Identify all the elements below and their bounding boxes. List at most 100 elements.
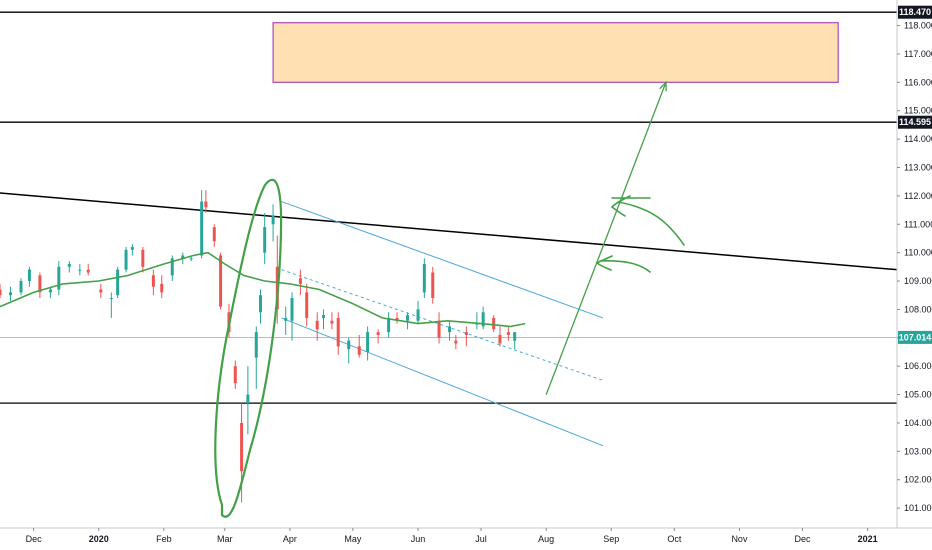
- target-zone-layer[interactable]: [272, 22, 839, 83]
- candle[interactable]: [19, 281, 23, 293]
- candle[interactable]: [141, 249, 145, 267]
- candle[interactable]: [481, 312, 485, 327]
- candle[interactable]: [498, 334, 502, 344]
- candle[interactable]: [416, 309, 420, 321]
- candle[interactable]: [240, 422, 244, 472]
- time-tick-label: Sep: [603, 534, 619, 544]
- candle[interactable]: [475, 323, 479, 325]
- candle[interactable]: [464, 332, 468, 335]
- candle[interactable]: [130, 246, 134, 250]
- candle[interactable]: [48, 289, 52, 293]
- candle[interactable]: [298, 278, 302, 284]
- candle[interactable]: [78, 269, 82, 271]
- price-tick-label: 105.000: [904, 390, 932, 400]
- candle[interactable]: [263, 227, 267, 253]
- candle[interactable]: [395, 317, 399, 321]
- candle[interactable]: [376, 332, 380, 335]
- candle[interactable]: [212, 227, 216, 242]
- projection-arrowhead: [659, 80, 667, 92]
- time-tick-label: Oct: [667, 534, 682, 544]
- horizontal-lines-layer[interactable]: [0, 11, 897, 404]
- price-badge[interactable]: [898, 115, 932, 129]
- candle[interactable]: [305, 292, 309, 318]
- candle[interactable]: [357, 346, 361, 355]
- price-tick-label: 116.000: [904, 77, 932, 87]
- price-tick-label: 112.000: [904, 191, 932, 201]
- hand-drawn-arrow-lower[interactable]: [595, 255, 651, 273]
- drawings-layer[interactable]: [214, 80, 685, 518]
- price-tick-label: 111.000: [904, 219, 932, 229]
- candle[interactable]: [99, 289, 103, 293]
- channel-layer[interactable]: [281, 201, 604, 447]
- candle[interactable]: [9, 292, 13, 296]
- candle[interactable]: [284, 317, 288, 321]
- candle[interactable]: [27, 269, 31, 282]
- candle[interactable]: [67, 264, 71, 267]
- price-tick-label: 109.000: [904, 276, 932, 286]
- candle[interactable]: [271, 215, 275, 225]
- candle[interactable]: [387, 317, 391, 333]
- candle[interactable]: [506, 332, 510, 335]
- candle[interactable]: [109, 298, 113, 300]
- price-badge-label: 114.595: [899, 117, 931, 127]
- time-tick-label: May: [344, 534, 362, 544]
- candle[interactable]: [448, 326, 452, 333]
- candle[interactable]: [258, 295, 262, 313]
- channel-middle-line[interactable]: [281, 269, 604, 381]
- candle[interactable]: [57, 266, 61, 290]
- candle[interactable]: [492, 317, 496, 330]
- hand-drawn-ellipse[interactable]: [214, 178, 283, 518]
- candle[interactable]: [124, 249, 128, 270]
- candle[interactable]: [431, 272, 435, 299]
- candle[interactable]: [366, 332, 370, 352]
- price-tick-label: 110.000: [904, 248, 932, 258]
- candle[interactable]: [437, 320, 441, 338]
- candle[interactable]: [200, 201, 204, 256]
- candle[interactable]: [38, 275, 42, 293]
- time-tick-label: Aug: [538, 534, 554, 544]
- candle[interactable]: [219, 255, 223, 307]
- candle[interactable]: [181, 255, 185, 259]
- time-tick-label: Dec: [26, 534, 43, 544]
- channel-upper-line[interactable]: [281, 201, 604, 319]
- candle[interactable]: [233, 366, 237, 384]
- price-axis[interactable]: 101.000 102.000 103.000 104.000 105.000 106.0…: [896, 0, 932, 528]
- time-tick-label: Jul: [475, 534, 487, 544]
- candle[interactable]: [170, 258, 174, 276]
- trend-line[interactable]: [0, 192, 898, 271]
- price-tick-label: 114.000: [904, 134, 932, 144]
- candle[interactable]: [330, 320, 334, 324]
- candle[interactable]: [315, 320, 319, 330]
- price-tick-label: 104.000: [904, 418, 932, 428]
- target-zone[interactable]: [272, 22, 839, 83]
- candle[interactable]: [246, 394, 250, 404]
- candle[interactable]: [336, 317, 340, 347]
- candle[interactable]: [151, 275, 155, 287]
- channel-lower-line[interactable]: [281, 317, 604, 447]
- hand-drawn-arrow-upper[interactable]: [610, 195, 685, 246]
- candle[interactable]: [189, 258, 193, 260]
- candle[interactable]: [204, 201, 208, 208]
- candle[interactable]: [406, 315, 410, 321]
- time-axis[interactable]: Dec 2020 Feb Mar Apr May Jun Jul Aug Sep Oct Nov Dec…: [0, 527, 932, 544]
- candle[interactable]: [347, 340, 351, 350]
- candle[interactable]: [86, 269, 90, 273]
- projection-arrow[interactable]: [545, 82, 667, 395]
- candle[interactable]: [116, 269, 120, 296]
- candle[interactable]: [290, 298, 294, 321]
- candle[interactable]: [454, 340, 458, 344]
- time-tick-label: Apr: [283, 534, 297, 544]
- candle[interactable]: [422, 264, 426, 293]
- candle[interactable]: [160, 283, 164, 293]
- trend-line-layer[interactable]: [0, 192, 898, 271]
- candle[interactable]: [513, 332, 517, 341]
- candle[interactable]: [322, 315, 326, 318]
- time-tick-label: 2021: [858, 534, 878, 544]
- price-badge[interactable]: [898, 5, 932, 19]
- time-tick-label: Dec: [794, 534, 811, 544]
- price-badge[interactable]: [898, 330, 932, 344]
- candle[interactable]: [254, 332, 258, 358]
- candle[interactable]: [0, 289, 2, 296]
